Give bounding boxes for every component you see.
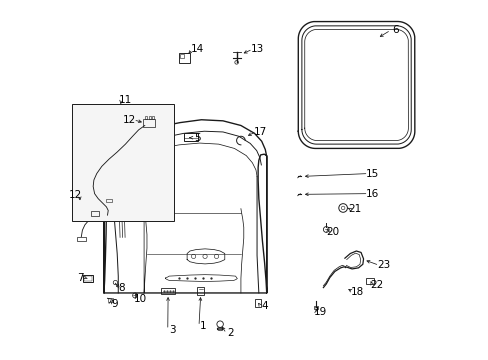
Bar xyxy=(148,116,151,119)
Text: 5: 5 xyxy=(193,133,200,143)
Bar xyxy=(254,299,261,307)
Text: 19: 19 xyxy=(313,307,326,317)
Text: 7: 7 xyxy=(77,273,83,283)
Text: 12: 12 xyxy=(122,115,135,125)
Text: 4: 4 xyxy=(261,301,268,311)
Text: 15: 15 xyxy=(366,168,379,179)
Text: 8: 8 xyxy=(118,283,125,293)
Text: 13: 13 xyxy=(250,44,263,54)
Bar xyxy=(180,54,184,58)
Bar xyxy=(145,116,147,119)
Bar xyxy=(143,119,155,127)
Text: 2: 2 xyxy=(227,328,234,338)
Bar xyxy=(107,298,112,302)
Bar xyxy=(91,211,99,216)
Text: 23: 23 xyxy=(376,260,389,270)
Bar xyxy=(197,287,204,295)
Bar xyxy=(83,275,93,282)
Text: 3: 3 xyxy=(168,325,175,335)
Text: 18: 18 xyxy=(350,287,364,297)
Bar xyxy=(152,116,154,119)
Text: 12: 12 xyxy=(68,190,81,200)
Text: 11: 11 xyxy=(119,95,132,105)
Bar xyxy=(105,199,112,202)
Bar xyxy=(72,104,174,221)
Text: 10: 10 xyxy=(134,294,147,304)
Text: 17: 17 xyxy=(253,127,267,136)
Text: 21: 21 xyxy=(347,204,361,215)
Bar xyxy=(366,278,373,284)
Text: 1: 1 xyxy=(200,321,206,331)
Text: 20: 20 xyxy=(325,227,338,237)
Bar xyxy=(179,53,190,63)
Bar xyxy=(161,288,175,294)
Bar xyxy=(183,134,198,141)
Bar xyxy=(83,276,92,282)
Text: 14: 14 xyxy=(190,44,203,54)
Bar xyxy=(77,237,86,241)
Text: 16: 16 xyxy=(366,189,379,199)
Text: 9: 9 xyxy=(111,299,118,309)
Text: 22: 22 xyxy=(369,280,382,290)
Text: 6: 6 xyxy=(391,25,398,35)
Bar xyxy=(313,306,318,309)
